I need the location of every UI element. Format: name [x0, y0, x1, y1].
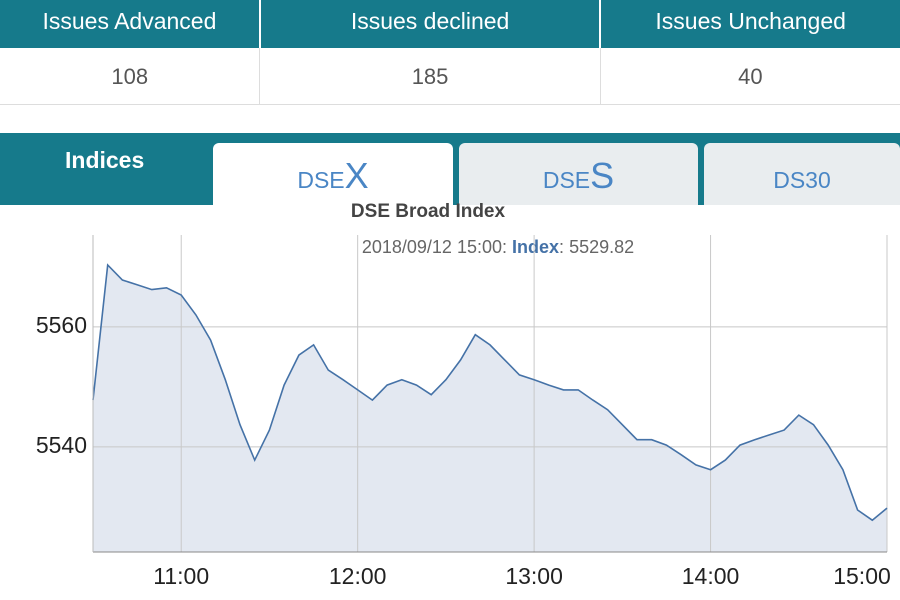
- cell: 185: [260, 48, 601, 104]
- tab-prefix: DSE: [542, 167, 591, 193]
- cell: 40: [738, 64, 763, 89]
- tooltip-value: 5529.82: [569, 237, 634, 257]
- tooltip-label: Index: [512, 237, 559, 257]
- x-tick-label: 14:00: [682, 563, 740, 589]
- y-tick-label: 5560: [36, 312, 87, 338]
- tab-suffix: S: [590, 155, 615, 196]
- chart-title: DSE Broad Index: [351, 201, 506, 222]
- line: [92, 263, 888, 522]
- x-tick-label: 13:00: [505, 563, 563, 589]
- tooltip: 2018/09/12 15:00: Index: 5529.82: [362, 237, 634, 257]
- tab[interactable]: DS30: [704, 143, 900, 205]
- tooltip-separator: :: [559, 237, 564, 257]
- tab-bar-label: Indices: [65, 147, 145, 173]
- tab-prefix: DS30: [773, 167, 831, 193]
- header-cell: Issues declined: [261, 0, 602, 48]
- cell: 108: [0, 48, 261, 104]
- header-cell: Issues Advanced: [0, 0, 261, 48]
- tab-suffix: X: [344, 155, 369, 196]
- tab-bar: Indices DSEX DSES DS30: [0, 133, 900, 205]
- area: [93, 265, 887, 552]
- y-tick-label: 5540: [36, 432, 87, 458]
- tab-prefix: DSE: [297, 167, 345, 193]
- x-tick-label: 12:00: [329, 563, 387, 589]
- tab-active[interactable]: DSEX: [213, 143, 453, 205]
- table-row: 108 185 40: [0, 48, 900, 105]
- tooltip-date: 2018/09/12 15:00:: [362, 237, 507, 257]
- x-tick-label: 11:00: [153, 563, 209, 589]
- tab[interactable]: DSES: [459, 143, 698, 205]
- header-cell: Issues Unchanged: [655, 8, 846, 34]
- x-tick-label: 15:00: [833, 563, 891, 589]
- table-header: Issues Advanced Issues declined Issues U…: [0, 0, 900, 48]
